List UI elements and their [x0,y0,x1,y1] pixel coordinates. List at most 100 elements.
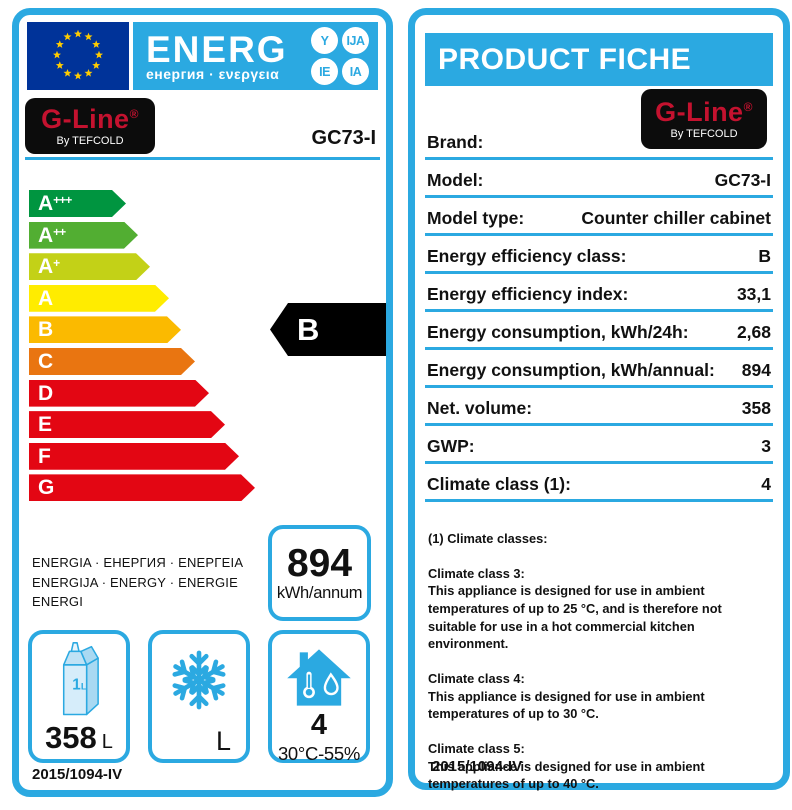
energy-word-line: ENERGIJA · ENERGY · ENERGIE [32,574,238,590]
energ-suffix-ia: IA [342,58,369,85]
energy-word-line: ENERGIA · ЕНЕРГИЯ · ΕΝΕΡΓΕΙΑ [32,555,244,570]
product-fiche-panel: PRODUCT FICHE G-Line® By TEFCOLD Brand: M… [408,8,790,791]
fiche-row-value: 4 [761,474,771,494]
eu-stars-icon [53,29,103,80]
fiche-row-value: Counter chiller cabinet [581,208,771,228]
fiche-row-label: Energy consumption, kWh/annual: [427,360,715,380]
fiche-row-value: 3 [761,436,771,456]
scale-arrow-d: D [29,380,209,407]
gline-logo-name: G-Line® [655,96,753,127]
scale-grade-label: G [38,476,55,500]
fiche-row-label: Net. volume: [427,398,533,418]
svg-text:1: 1 [72,677,81,694]
fiche-row: Model: GC73-I [425,160,773,198]
scale-grade-label: E [38,413,53,437]
registered-mark: ® [743,99,753,114]
climate-note-body: This appliance is designed for use in am… [428,583,722,652]
energ-word: ENERG [146,28,288,70]
energ-subtitle: енергия · ενεργεια [146,65,280,82]
fiche-row-label: Brand: [427,132,484,152]
model-code: GC73-I [311,127,376,149]
fiche-row: Energy consumption, kWh/24h: 2,68 [425,312,773,350]
notes-list: Climate class 3: This appliance is design… [428,565,767,793]
rating-arrow: B [270,303,386,356]
registered-mark: ® [129,106,139,121]
energ-suffix-y: Y [311,27,338,54]
fiche-rows: Brand: Model: GC73-I Model type: Counter chi… [425,122,773,502]
fiche-row-label: GWP: [427,436,475,456]
fiche-row-label: Climate class (1): [427,474,571,494]
fiche-row-label: Model type: [427,208,525,228]
freezer-volume-box: L [148,630,250,763]
scale-grade-label: A++ [38,223,66,247]
gline-logo-sub: By TEFCOLD [56,134,124,147]
scale-arrow-e: E [29,411,225,438]
net-volume-value: 358 [45,720,97,755]
fiche-notes: (1) Climate classes: Climate class 3: Thi… [428,530,767,810]
fiche-title: PRODUCT FICHE [425,33,773,86]
fiche-row-value: 894 [741,360,771,380]
fiche-row-label: Model: [427,170,484,190]
notes-title: (1) Climate classes: [428,531,548,546]
scale-arrow-b: B [29,316,181,343]
scale-arrow-g: G [29,474,255,501]
fiche-row: Net. volume: 358 [425,388,773,426]
annual-consumption-box: 894 kWh/annum [268,525,371,621]
snowflake-icon [166,647,232,713]
climate-note-heading: Climate class 5: [428,740,525,756]
climate-note-body: This appliance is designed for use in am… [428,758,705,792]
flag-divider [129,22,133,90]
climate-range: 30°C-55% [277,743,361,764]
scale-arrow-a+: A+ [29,253,150,280]
energ-suffix-ie: IE [311,58,338,85]
fiche-row-label: Energy consumption, kWh/24h: [427,322,689,342]
climate-note: Climate class 4: This appliance is design… [428,670,767,723]
energ-bar: ENERG енергия · ενεργεια Y IJA IE IA [133,22,378,90]
fiche-row: Energy consumption, kWh/annual: 894 [425,350,773,388]
scale-arrow-f: F [29,443,239,470]
gline-logo: G-Line® By TEFCOLD [641,89,767,149]
milk-carton-icon: 1 L [62,642,99,716]
fiche-row-label: Energy efficiency index: [427,284,629,304]
net-volume-line: 358 L [32,720,126,756]
fiche-row-value: GC73-I [714,170,771,190]
scale-arrow-c: C [29,348,195,375]
energ-wordmark: ENERG енергия · ενεργεια [133,31,288,82]
energy-word-line: ENERGI [32,594,84,609]
energ-suffix-circles: Y IJA IE IA [311,27,369,85]
energy-label-header: ENERG енергия · ενεργεια Y IJA IE IA [27,22,378,90]
annual-consumption-unit: kWh/annum [276,583,363,602]
gline-logo: G-Line® By TEFCOLD [25,98,155,154]
climate-note: Climate class 5: This appliance is design… [428,740,767,793]
climate-class-box: 4 30°C-55% [268,630,370,764]
energy-scale: A+++ A++ A+ A B C D E F G [29,190,255,506]
climate-note-heading: Climate class 4: [428,670,525,686]
energ-suffix-ija: IJA [342,27,369,54]
fiche-row-value: B [758,246,771,266]
house-climate-icon [287,649,351,706]
energy-words: ENERGIA · ЕНЕРГИЯ · ΕΝΕΡΓΕΙΑ ENERGIJA · E… [32,553,243,612]
fiche-row-value: 33,1 [736,284,771,304]
fiche-row: Energy efficiency index: 33,1 [425,274,773,312]
fiche-row-value: 2,68 [736,322,771,342]
gline-logo-sub: By TEFCOLD [670,127,738,140]
fiche-row: Energy efficiency class: B [425,236,773,274]
fiche-row: Model type: Counter chiller cabinet [425,198,773,236]
fiche-row: Climate class (1): 4 [425,464,773,502]
scale-arrow-a: A [29,285,169,312]
scale-arrow-a+++: A+++ [29,190,126,217]
climate-note: Climate class 3: This appliance is design… [428,565,767,653]
header-rule [25,157,380,160]
scale-grade-label: A [38,286,54,310]
climate-note-heading: Climate class 3: [428,565,525,581]
scale-grade-label: D [38,381,54,405]
scale-grade-label: F [38,444,51,468]
rating-grade: B [297,311,320,347]
scale-grade-label: A+ [38,255,60,279]
freezer-volume-unit: L [215,726,231,756]
svg-text:L: L [81,682,87,693]
gline-logo-name: G-Line® [41,103,139,134]
fiche-row-value: 358 [741,398,771,418]
scale-grade-label: A+++ [38,192,72,215]
regulation-reference: 2015/1094-IV [432,758,523,775]
